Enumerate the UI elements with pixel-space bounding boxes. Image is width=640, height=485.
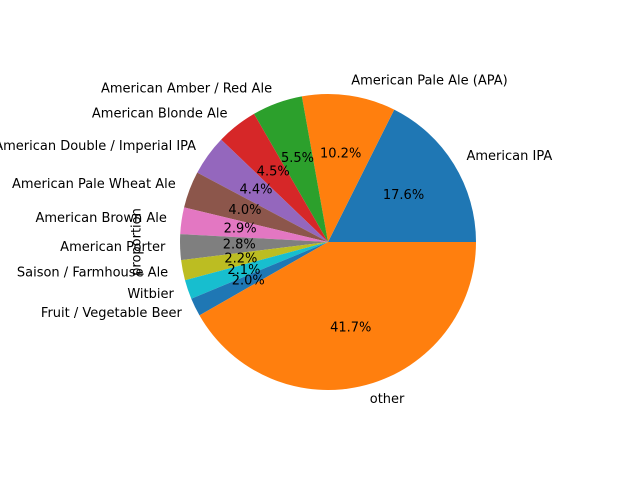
slice-percent-label: 2.0% bbox=[232, 274, 265, 289]
pie-slice bbox=[180, 207, 328, 242]
slice-labels-layer: American IPA American Pale Ale (APA) Ameri… bbox=[0, 73, 552, 406]
pie-slice bbox=[254, 96, 328, 242]
slice-label: American Brown Ale bbox=[35, 211, 166, 226]
pie-slice bbox=[197, 139, 328, 242]
slice-label: Saison / Farmhouse Ale bbox=[17, 266, 168, 281]
pie-slice bbox=[301, 94, 395, 243]
slice-percent-label: 4.0% bbox=[228, 203, 261, 218]
slice-percent-label: 2.8% bbox=[223, 238, 256, 253]
slice-percent-label: 10.2% bbox=[320, 147, 361, 162]
pie-slice bbox=[328, 109, 476, 242]
pie-slice bbox=[199, 242, 477, 390]
slice-percent-label: 2.9% bbox=[224, 222, 257, 237]
pie-slice bbox=[179, 234, 328, 261]
slice-label: American IPA bbox=[466, 149, 552, 164]
slice-label: Fruit / Vegetable Beer bbox=[41, 306, 183, 321]
percent-labels-layer: 17.6%10.2%5.5%4.5%4.4%4.0%2.9%2.8%2.2%2.… bbox=[223, 147, 424, 336]
slice-percent-label: 17.6% bbox=[383, 188, 424, 203]
slice-label: American Pale Ale (APA) bbox=[351, 73, 508, 88]
pie-slice bbox=[191, 242, 328, 316]
pie-slice bbox=[181, 242, 328, 281]
pie-slice bbox=[185, 242, 328, 299]
slice-label: American Blonde Ale bbox=[92, 106, 228, 121]
slice-percent-label: 2.2% bbox=[224, 251, 257, 266]
slice-percent-label: 4.5% bbox=[257, 165, 290, 180]
slice-label: American Double / Imperial IPA bbox=[0, 139, 196, 154]
y-axis-label: proportion bbox=[130, 208, 145, 276]
pie-slice bbox=[221, 113, 328, 242]
slice-percent-label: 4.4% bbox=[240, 182, 273, 197]
slice-label: American Porter bbox=[60, 240, 166, 255]
pie-slice bbox=[184, 172, 328, 242]
slice-percent-label: 2.1% bbox=[227, 263, 260, 278]
slice-label: other bbox=[370, 392, 405, 407]
slice-percent-label: 41.7% bbox=[330, 320, 371, 335]
slice-label: American Amber / Red Ale bbox=[101, 82, 272, 97]
slices-layer bbox=[179, 94, 477, 390]
slice-label: Witbier bbox=[127, 287, 174, 302]
slice-percent-label: 5.5% bbox=[281, 151, 314, 166]
slice-label: American Pale Wheat Ale bbox=[12, 177, 176, 192]
